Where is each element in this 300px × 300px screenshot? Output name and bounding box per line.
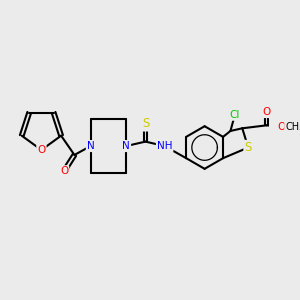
Text: NH: NH — [157, 141, 172, 151]
Text: S: S — [142, 117, 149, 130]
Text: O: O — [37, 145, 46, 155]
Text: S: S — [244, 141, 252, 154]
Text: O: O — [278, 122, 286, 132]
Text: Cl: Cl — [230, 110, 240, 120]
Text: CH₃: CH₃ — [285, 122, 300, 132]
Text: O: O — [262, 107, 271, 117]
Text: O: O — [60, 166, 68, 176]
Text: N: N — [87, 141, 94, 151]
Text: N: N — [122, 141, 130, 151]
